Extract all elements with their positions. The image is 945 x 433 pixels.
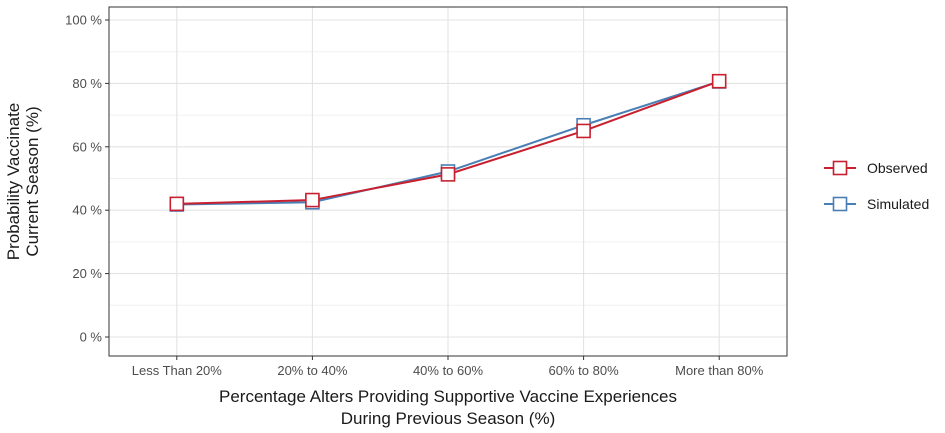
x-tick-label: 40% to 60%	[413, 363, 484, 378]
legend-label: Simulated	[867, 196, 929, 212]
series-layer	[169, 73, 727, 212]
y-tick-label: 60 %	[72, 139, 102, 154]
x-tick-label: 20% to 40%	[277, 363, 348, 378]
point-observed	[440, 167, 456, 182]
x-axis-title-line-1: Percentage Alters Providing Supportive V…	[219, 387, 677, 406]
point-observed	[576, 123, 591, 139]
y-tick-label: 80 %	[72, 76, 102, 91]
legend-key-marker	[832, 196, 848, 212]
legend: Observed Simulated	[824, 160, 929, 212]
x-tick-label: More than 80%	[675, 363, 764, 378]
point-observed	[711, 73, 727, 89]
x-tick-label: 60% to 80%	[549, 363, 620, 378]
point-observed	[305, 192, 320, 208]
y-tick-label: 0 %	[80, 330, 103, 345]
y-tick-label: 20 %	[72, 266, 102, 281]
y-axis-title-line-1: Probability Vaccinate	[4, 103, 23, 261]
y-tick-label: 100 %	[65, 13, 102, 28]
y-tick-label: 40 %	[72, 203, 102, 218]
x-tick-label: Less Than 20%	[132, 363, 223, 378]
axes: 0 % 20 % 40 % 60 % 80 % 100 % Less Than 20% 20%…	[65, 13, 764, 379]
legend-key-marker	[832, 160, 848, 176]
legend-label: Observed	[867, 160, 928, 176]
x-axis-title-line-2: During Previous Season (%)	[341, 409, 555, 428]
point-observed	[169, 196, 185, 212]
y-axis-title-line-2: Current Season (%)	[23, 106, 42, 256]
